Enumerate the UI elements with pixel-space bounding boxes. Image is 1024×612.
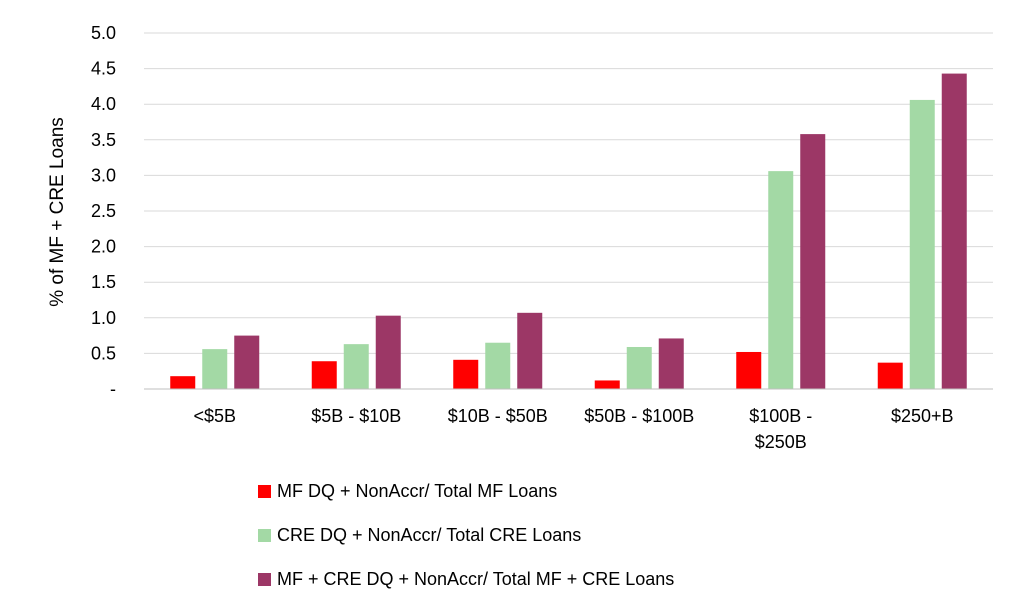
y-axis-title: % of MF + CRE Loans <box>47 117 68 307</box>
legend: MF DQ + NonAccr/ Total MF Loans CRE DQ + … <box>258 480 674 612</box>
bar <box>311 361 337 389</box>
y-axis-ticks: - 0.5 1.0 1.5 2.0 2.5 3.0 3.5 4.0 4.5 5.0 <box>91 23 116 399</box>
x-axis-ticks: <$5B $5B - $10B $10B - $50B $50B - $100B $10… <box>193 406 953 452</box>
y-tick-label: 5.0 <box>91 23 116 43</box>
bar <box>453 359 479 389</box>
bar <box>768 171 794 389</box>
x-tick-label: $10B - $50B <box>448 406 548 426</box>
y-tick-label: 4.5 <box>91 59 116 79</box>
y-tick-label: 0.5 <box>91 343 116 363</box>
x-tick-label: $5B - $10B <box>311 406 401 426</box>
y-tick-label: 4.0 <box>91 94 116 114</box>
bar <box>800 134 826 389</box>
x-tick-label: $50B - $100B <box>584 406 694 426</box>
bar <box>375 315 401 389</box>
bar <box>658 338 684 389</box>
y-tick-label: 2.0 <box>91 237 116 257</box>
bar <box>877 362 903 389</box>
legend-swatch <box>258 572 271 586</box>
bar <box>626 346 652 389</box>
bar <box>594 380 620 389</box>
bar <box>736 351 762 389</box>
bar <box>517 312 543 389</box>
y-tick-label: 3.0 <box>91 165 116 185</box>
bar <box>343 344 369 389</box>
legend-label: CRE DQ + NonAccr/ Total CRE Loans <box>277 524 582 545</box>
legend-item: MF + CRE DQ + NonAccr/ Total MF + CRE Lo… <box>258 568 674 590</box>
legend-label: MF DQ + NonAccr/ Total MF Loans <box>277 480 558 501</box>
legend-item: MF DQ + NonAccr/ Total MF Loans <box>258 480 674 502</box>
bar <box>941 73 967 390</box>
bars <box>170 73 967 390</box>
legend-swatch <box>258 528 271 542</box>
x-tick-label: $250+B <box>891 406 954 426</box>
bar <box>485 342 511 389</box>
legend-label: MF + CRE DQ + NonAccr/ Total MF + CRE Lo… <box>277 568 675 589</box>
y-tick-label: 1.5 <box>91 272 116 292</box>
y-tick-label: 1.0 <box>91 308 116 328</box>
bar <box>234 335 260 389</box>
y-tick-label: 3.5 <box>91 130 116 150</box>
y-tick-label: - <box>110 379 116 399</box>
x-tick-label: <$5B <box>193 406 236 426</box>
legend-item: CRE DQ + NonAccr/ Total CRE Loans <box>258 524 674 546</box>
gridlines <box>144 32 993 354</box>
bar <box>202 349 228 389</box>
y-tick-label: 2.5 <box>91 201 116 221</box>
bar <box>170 376 196 389</box>
x-tick-label: $100B -$250B <box>749 406 812 452</box>
legend-swatch <box>258 484 271 498</box>
bar <box>909 99 935 389</box>
